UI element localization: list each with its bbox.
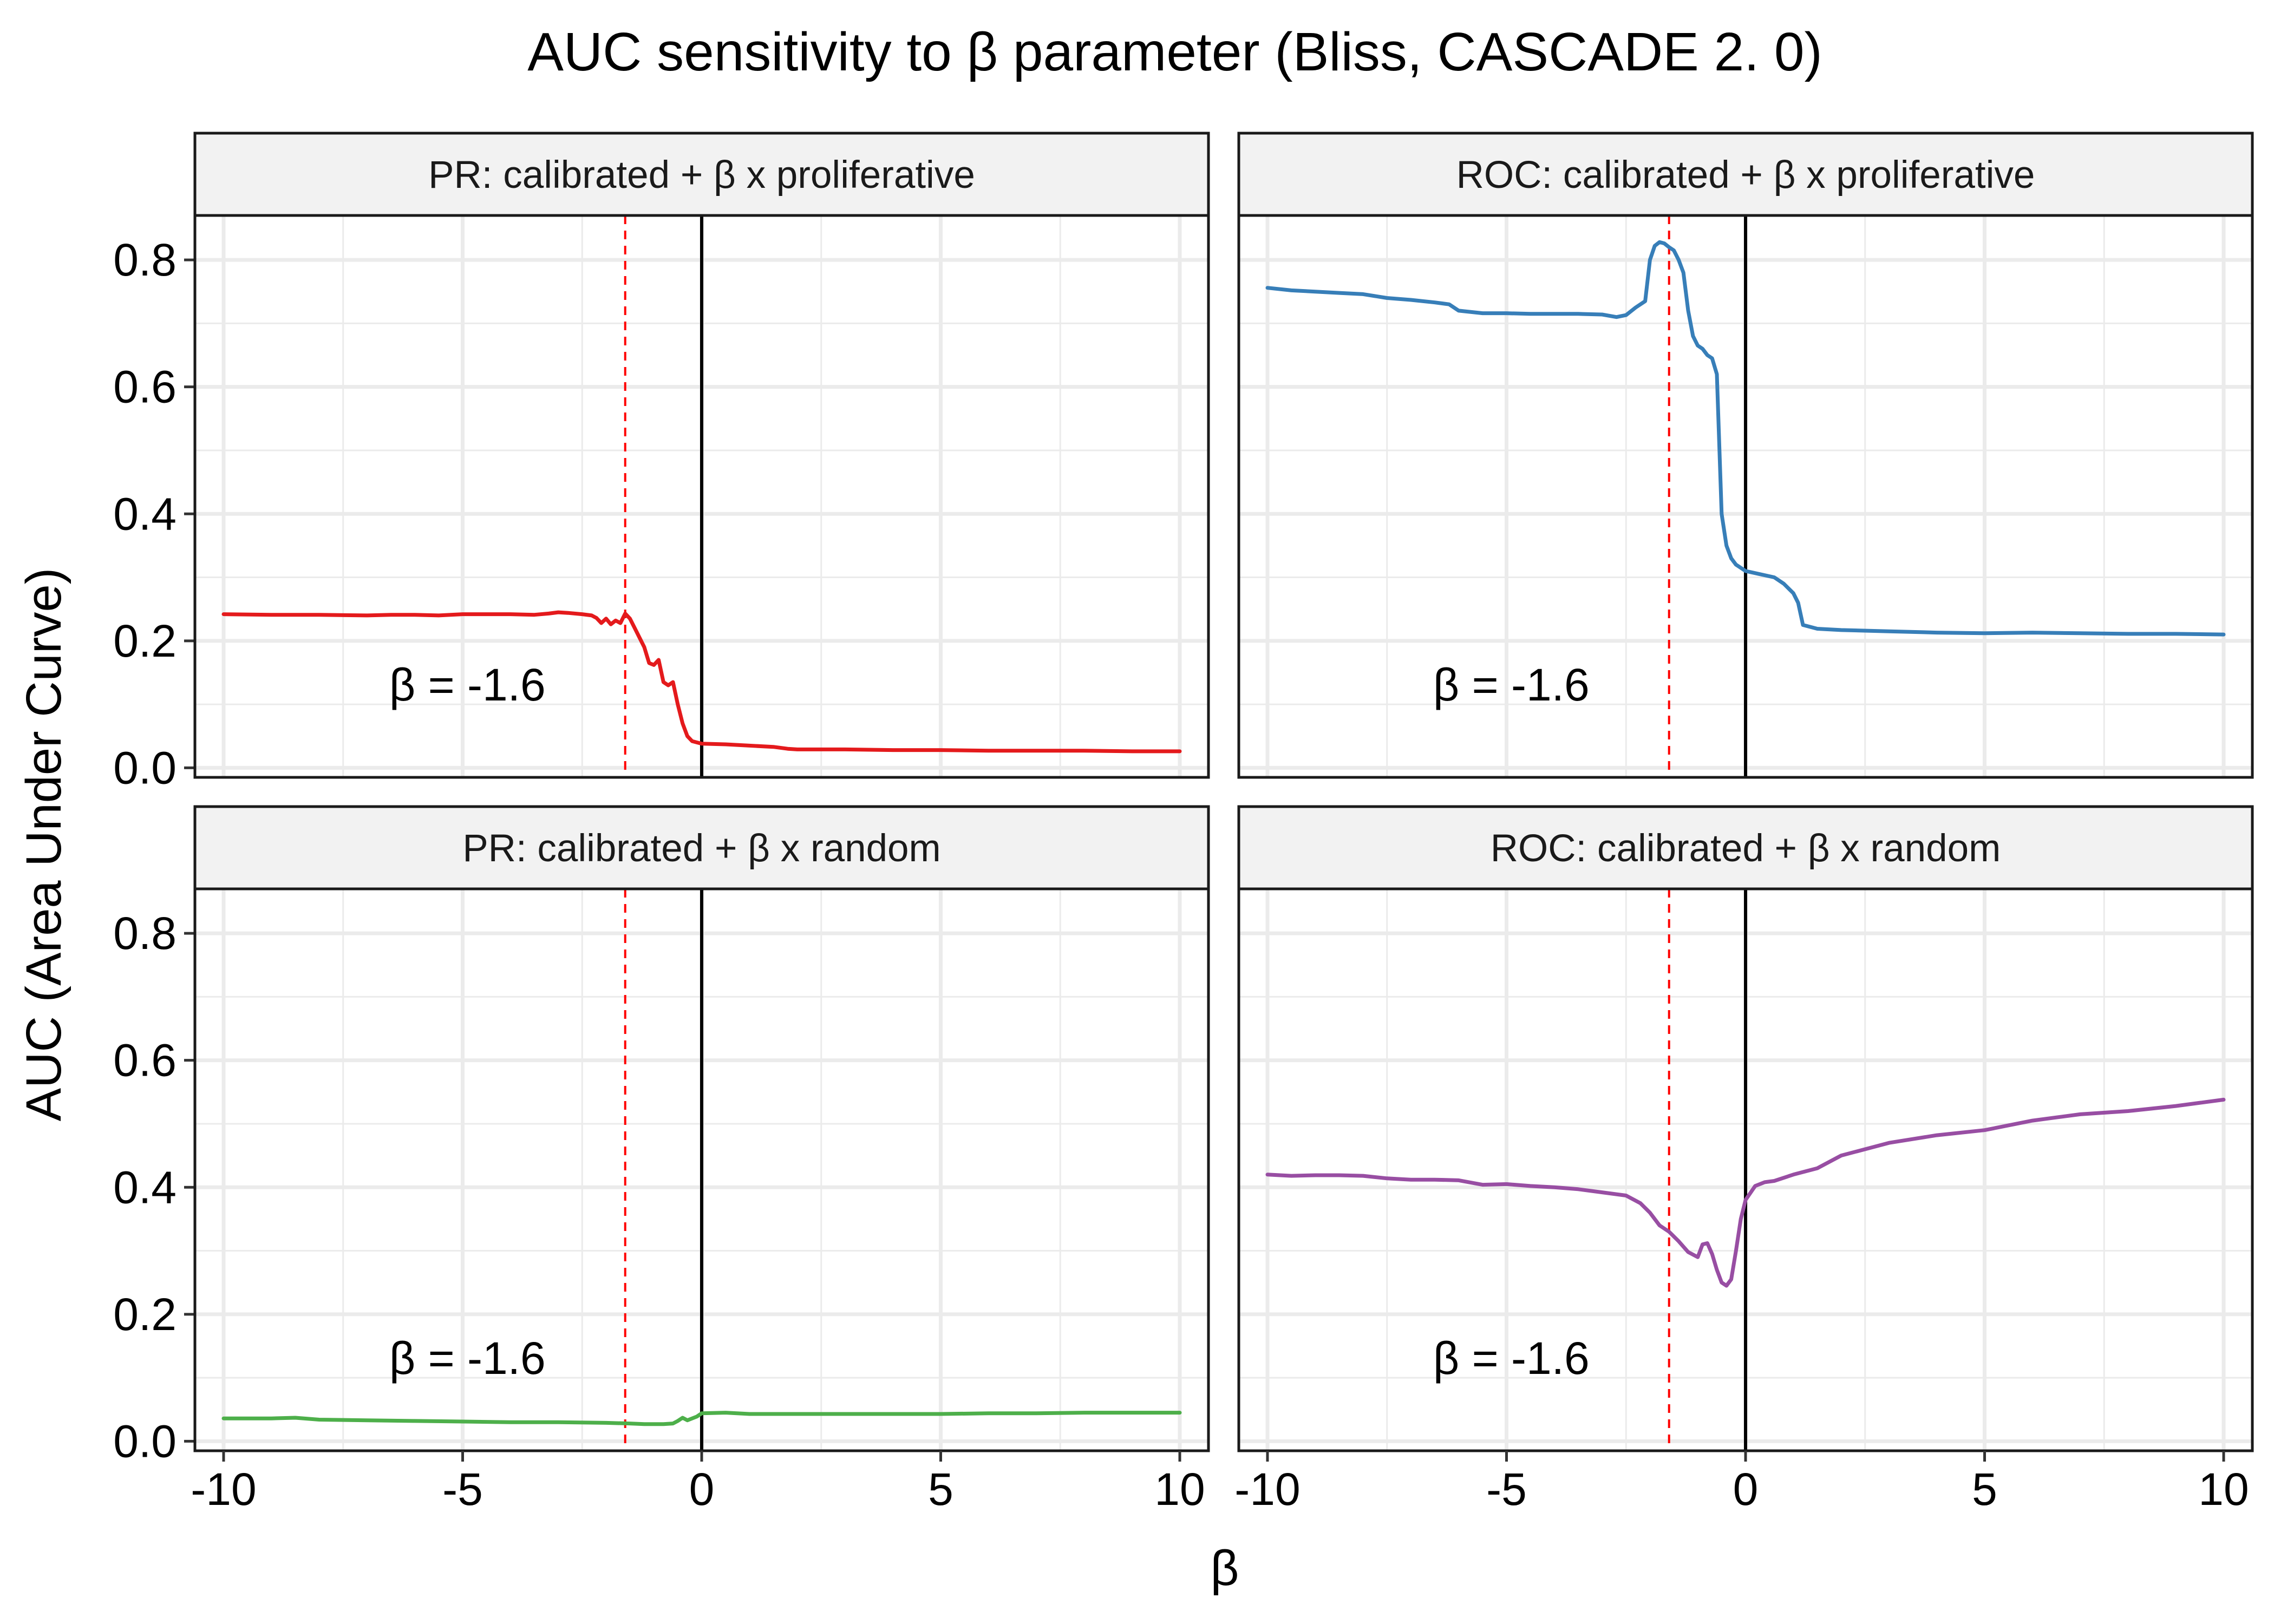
beta-annotation: β = -1.6 bbox=[389, 1333, 546, 1384]
x-axis-title: β bbox=[1211, 1541, 1239, 1596]
facet-strip-label: ROC: calibrated + β x proliferative bbox=[1456, 154, 2035, 197]
y-tick-label: 0.2 bbox=[113, 615, 177, 666]
x-tick-label: 0 bbox=[689, 1464, 715, 1515]
facet-panel-1: PR: calibrated + β x proliferative β = -1… bbox=[113, 132, 1210, 793]
panels-grid: PR: calibrated + β x proliferative β = -1… bbox=[113, 132, 2254, 1466]
beta-annotation: β = -1.6 bbox=[389, 659, 546, 710]
facet-strip bbox=[193, 132, 1210, 217]
facet-panel-2: ROC: calibrated + β x proliferative β = -… bbox=[1237, 132, 2254, 779]
x-tick-label: -5 bbox=[1486, 1464, 1527, 1515]
x-tick-label: 10 bbox=[2198, 1464, 2249, 1515]
x-axis-area: -10 -5 0 5 10 -10 -5 0 5 10 bbox=[191, 1451, 2249, 1515]
facet-strip bbox=[1237, 132, 2254, 217]
y-tick-label: 0.6 bbox=[113, 1035, 177, 1086]
beta-annotation: β = -1.6 bbox=[1433, 659, 1590, 710]
series-line bbox=[1265, 1097, 2226, 1288]
y-tick-label: 0.2 bbox=[113, 1289, 177, 1340]
x-tick-label: 10 bbox=[1154, 1464, 1205, 1515]
facet-panel-4: ROC: calibrated + β x random β = -1.6 bbox=[1237, 805, 2254, 1452]
y-tick-label: 0.6 bbox=[113, 362, 177, 412]
y-tick-label: 0.0 bbox=[113, 742, 177, 793]
panel-border bbox=[193, 214, 1210, 779]
y-tick-label: 0.8 bbox=[113, 234, 177, 285]
x-tick-label: -10 bbox=[1234, 1464, 1300, 1515]
y-tick-label: 0.4 bbox=[113, 488, 177, 539]
series-line bbox=[221, 610, 1182, 754]
series-line bbox=[1265, 240, 2226, 637]
beta-annotation: β = -1.6 bbox=[1433, 1333, 1590, 1384]
y-tick-label: 0.8 bbox=[113, 908, 177, 959]
y-tick-label: 0.4 bbox=[113, 1162, 177, 1213]
x-tick-label: -10 bbox=[191, 1464, 256, 1515]
facet-strip-label: PR: calibrated + β x random bbox=[462, 827, 940, 870]
facet-panel-3: PR: calibrated + β x random β = -1.6 0.0 0.… bbox=[113, 805, 1210, 1466]
y-tick-label: 0.0 bbox=[113, 1416, 177, 1466]
facet-strip-label: PR: calibrated + β x proliferative bbox=[428, 154, 975, 197]
chart-title: AUC sensitivity to β parameter (Bliss, C… bbox=[527, 22, 1822, 82]
panel-border bbox=[1237, 214, 2254, 779]
x-tick-label: 0 bbox=[1733, 1464, 1759, 1515]
facet-strip bbox=[193, 805, 1210, 890]
x-tick-label: -5 bbox=[442, 1464, 483, 1515]
y-axis-title: AUC (Area Under Curve) bbox=[16, 568, 71, 1122]
series-line bbox=[221, 1411, 1182, 1426]
x-tick-label: 5 bbox=[1972, 1464, 1997, 1515]
x-tick-label: 5 bbox=[928, 1464, 953, 1515]
facet-strip-label: ROC: calibrated + β x random bbox=[1491, 827, 2001, 870]
